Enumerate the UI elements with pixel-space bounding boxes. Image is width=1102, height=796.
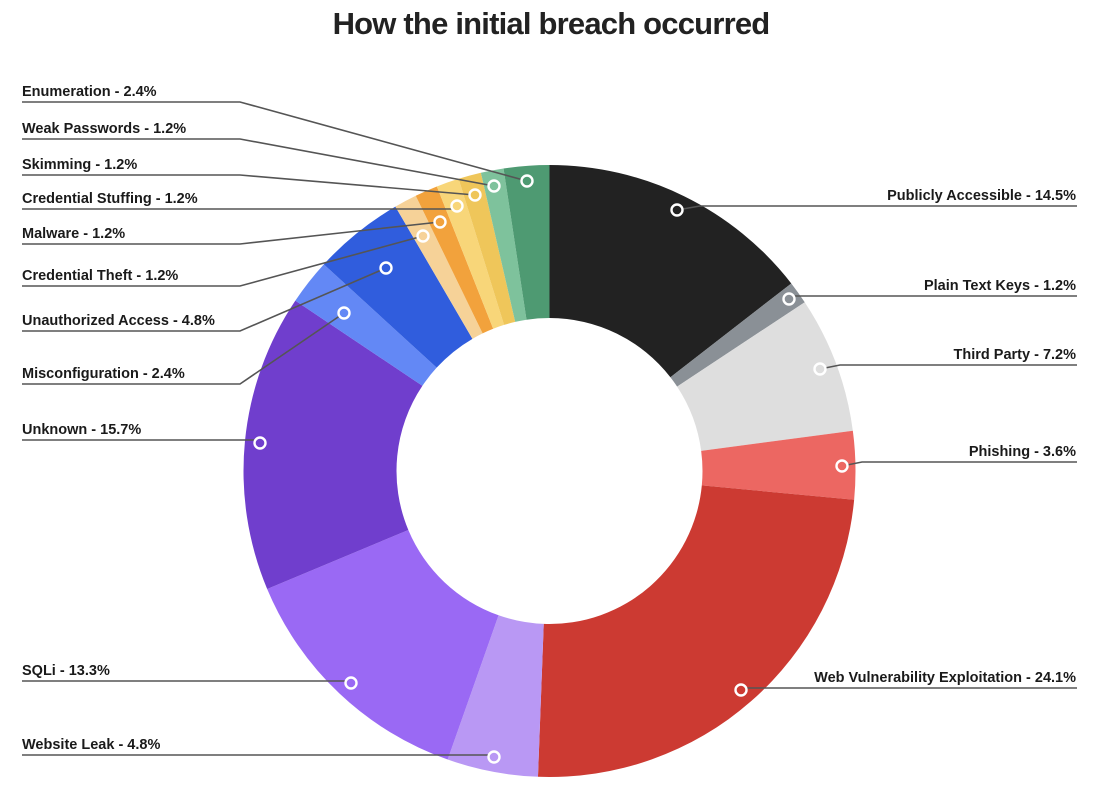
leader-line: [22, 221, 441, 245]
marker-dot: [782, 292, 796, 306]
slice-misconfiguration: [295, 264, 437, 386]
slice-third-party: [677, 302, 853, 451]
marker-dot: [468, 188, 482, 202]
slice-label-plain-text-keys: Plain Text Keys - 1.2%: [924, 278, 1076, 294]
slice-plain-text-keys: [670, 283, 805, 387]
slice-credential-stuffing: [436, 178, 505, 329]
slice-publicly-accessible: [549, 165, 792, 378]
marker-dot: [253, 436, 267, 450]
leader-line: [841, 461, 1077, 467]
marker-dot: [433, 215, 447, 229]
slice-skimming: [458, 172, 516, 325]
slice-unauthorized-access: [323, 206, 473, 368]
slice-unknown: [243, 300, 423, 589]
leader-line: [22, 101, 528, 182]
slice-label-credential-stuffing: Credential Stuffing - 1.2%: [22, 191, 198, 207]
marker-dot: [344, 676, 358, 690]
marker-dot: [487, 179, 501, 193]
marker-dot: [416, 229, 430, 243]
slice-website-leak: [447, 615, 544, 777]
slice-web-vulnerability-exploitation: [537, 485, 855, 777]
slice-phishing: [701, 430, 856, 500]
leader-line: [22, 174, 476, 196]
chart-title: How the initial breach occurred: [332, 6, 771, 41]
donut-slices: [243, 165, 856, 777]
leader-lines: [22, 101, 1077, 756]
slice-label-phishing: Phishing - 3.6%: [969, 444, 1076, 460]
slice-label-enumeration: Enumeration - 2.4%: [22, 84, 157, 100]
leader-line: [22, 267, 387, 332]
slice-enumeration: [503, 165, 550, 320]
marker-dot: [379, 261, 393, 275]
slice-weak-passwords: [480, 168, 527, 322]
slice-sqli: [267, 529, 499, 760]
slice-credential-theft: [395, 195, 483, 339]
slice-label-credential-theft: Credential Theft - 1.2%: [22, 268, 178, 284]
slice-label-weak-passwords: Weak Passwords - 1.2%: [22, 121, 186, 137]
marker-dot: [450, 199, 464, 213]
marker-dot: [835, 459, 849, 473]
marker-dot: [520, 174, 534, 188]
leader-line: [676, 205, 1077, 211]
marker-dot: [337, 306, 351, 320]
marker-dot: [670, 203, 684, 217]
slice-label-website-leak: Website Leak - 4.8%: [22, 737, 160, 753]
leader-line: [22, 138, 495, 187]
slice-labels: Publicly Accessible - 14.5% Plain Text Ke…: [22, 84, 1076, 753]
slice-label-unknown: Unknown - 15.7%: [22, 422, 141, 438]
leader-line: [22, 235, 424, 287]
slice-label-sqli: SQLi - 13.3%: [22, 663, 110, 679]
slice-label-misconfiguration: Misconfiguration - 2.4%: [22, 366, 185, 382]
slice-markers: [253, 174, 849, 764]
marker-dot: [734, 683, 748, 697]
marker-dot: [487, 750, 501, 764]
slice-label-third-party: Third Party - 7.2%: [954, 347, 1077, 363]
leader-line: [22, 312, 345, 385]
slice-label-malware: Malware - 1.2%: [22, 226, 125, 242]
slice-label-publicly-accessible: Publicly Accessible - 14.5%: [887, 188, 1076, 204]
slice-label-web-vulnerability-exploitation: Web Vulnerability Exploitation - 24.1%: [814, 670, 1076, 686]
marker-dot: [813, 362, 827, 376]
slice-label-skimming: Skimming - 1.2%: [22, 157, 137, 173]
leader-line: [819, 364, 1077, 370]
slice-label-unauthorized-access: Unauthorized Access - 4.8%: [22, 313, 215, 329]
